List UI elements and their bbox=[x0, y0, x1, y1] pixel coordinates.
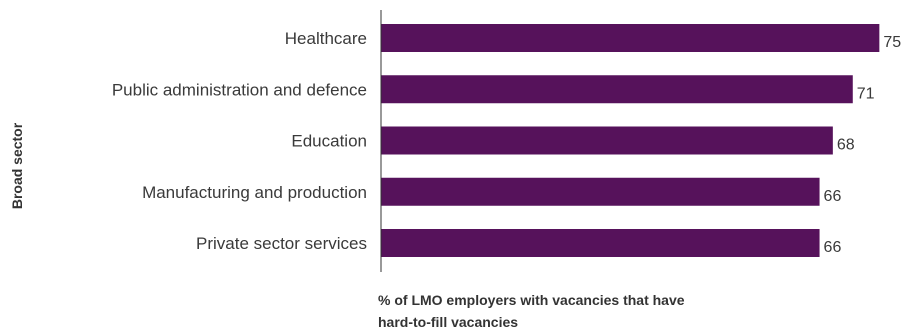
category-labels-group: Healthcare Public administration and defe… bbox=[112, 29, 367, 253]
bar-public-administration-and-defence bbox=[381, 75, 853, 104]
bar-private-sector-services bbox=[381, 229, 820, 257]
value-label: 71 bbox=[857, 85, 875, 102]
category-label: Public administration and defence bbox=[112, 80, 367, 99]
bars-group bbox=[381, 24, 880, 257]
value-label: 75 bbox=[883, 34, 901, 51]
value-label: 68 bbox=[837, 137, 855, 154]
value-label: 66 bbox=[824, 188, 842, 205]
category-label: Education bbox=[291, 132, 367, 151]
category-label: Private sector services bbox=[196, 234, 367, 253]
x-axis-title-line-1: % of LMO employers with vacancies that h… bbox=[378, 292, 685, 308]
x-axis-title-line-2: hard-to-fill vacancies bbox=[378, 314, 518, 330]
value-label: 66 bbox=[824, 239, 842, 256]
bar-healthcare bbox=[381, 24, 880, 52]
category-label: Healthcare bbox=[285, 29, 367, 48]
bar-manufacturing-and-production bbox=[381, 177, 820, 206]
y-axis-title: Broad sector bbox=[9, 122, 25, 209]
category-label: Manufacturing and production bbox=[142, 183, 367, 202]
value-labels-group: 75 71 68 66 66 bbox=[824, 34, 902, 256]
bar-education bbox=[381, 126, 833, 155]
